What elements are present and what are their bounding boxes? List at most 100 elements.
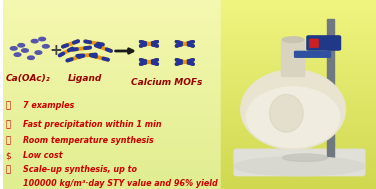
Bar bbox=[3, 186, 221, 187]
Bar bbox=[221, 56, 376, 57]
Bar bbox=[3, 81, 221, 82]
Bar bbox=[3, 120, 221, 121]
Bar bbox=[3, 126, 221, 127]
Bar bbox=[3, 183, 221, 184]
Text: 100000 kg/m³·day STY value and 96% yield: 100000 kg/m³·day STY value and 96% yield bbox=[23, 179, 218, 188]
FancyBboxPatch shape bbox=[310, 39, 318, 47]
Bar bbox=[3, 82, 221, 83]
Bar bbox=[221, 110, 376, 111]
Bar bbox=[3, 129, 221, 130]
Bar bbox=[221, 186, 376, 187]
Text: 7 examples: 7 examples bbox=[23, 101, 74, 110]
Bar bbox=[221, 187, 376, 188]
Bar bbox=[3, 3, 221, 4]
Bar bbox=[3, 103, 221, 104]
Bar bbox=[221, 39, 376, 40]
Bar bbox=[221, 35, 376, 36]
Bar bbox=[221, 179, 376, 180]
Bar bbox=[221, 59, 376, 60]
Bar bbox=[221, 159, 376, 160]
Bar bbox=[3, 135, 221, 136]
Bar bbox=[3, 90, 221, 91]
Bar bbox=[221, 30, 376, 31]
Bar bbox=[221, 142, 376, 143]
Bar bbox=[3, 30, 221, 31]
Bar bbox=[221, 10, 376, 11]
Text: Fast precipitation within 1 min: Fast precipitation within 1 min bbox=[23, 120, 162, 129]
Bar bbox=[221, 0, 376, 1]
Bar bbox=[221, 74, 376, 75]
Bar bbox=[3, 154, 221, 155]
Bar bbox=[3, 42, 221, 43]
Bar bbox=[221, 100, 376, 101]
Circle shape bbox=[39, 37, 45, 41]
Bar bbox=[3, 123, 221, 124]
Bar bbox=[3, 11, 221, 12]
Bar bbox=[221, 32, 376, 33]
Bar bbox=[221, 124, 376, 125]
Bar bbox=[3, 85, 221, 86]
Bar bbox=[221, 79, 376, 80]
Text: 🚀: 🚀 bbox=[6, 166, 11, 174]
Bar bbox=[3, 174, 221, 175]
Bar bbox=[3, 50, 221, 51]
Bar bbox=[221, 107, 376, 108]
Bar bbox=[221, 166, 376, 167]
Bar bbox=[221, 37, 376, 38]
Bar bbox=[221, 138, 376, 139]
Bar bbox=[3, 138, 221, 139]
Bar bbox=[3, 20, 221, 21]
Bar bbox=[221, 87, 376, 88]
Bar bbox=[3, 43, 221, 44]
Bar bbox=[221, 114, 376, 115]
Bar bbox=[221, 18, 376, 19]
Circle shape bbox=[14, 53, 21, 56]
Bar bbox=[3, 66, 221, 67]
Bar bbox=[221, 77, 376, 78]
Bar bbox=[3, 57, 221, 58]
Bar bbox=[3, 188, 221, 189]
Bar bbox=[3, 34, 221, 35]
Bar bbox=[221, 137, 376, 138]
Bar bbox=[3, 22, 221, 23]
Bar bbox=[3, 86, 221, 87]
Bar bbox=[3, 27, 221, 28]
Bar bbox=[3, 145, 221, 146]
Bar bbox=[221, 47, 376, 48]
Bar bbox=[3, 76, 221, 77]
Bar bbox=[221, 90, 376, 91]
Bar bbox=[3, 102, 221, 103]
Bar bbox=[3, 179, 221, 180]
Bar bbox=[3, 131, 221, 132]
Bar bbox=[3, 133, 221, 134]
Bar bbox=[3, 125, 221, 126]
Bar bbox=[221, 81, 376, 82]
Bar bbox=[3, 141, 221, 142]
Bar bbox=[3, 165, 221, 166]
Bar bbox=[3, 157, 221, 158]
Bar bbox=[3, 9, 221, 10]
Bar bbox=[3, 56, 221, 57]
Bar bbox=[3, 139, 221, 140]
Bar bbox=[3, 146, 221, 147]
Bar bbox=[3, 31, 221, 32]
Bar bbox=[221, 155, 376, 156]
Bar bbox=[221, 41, 376, 42]
Bar bbox=[3, 170, 221, 171]
Bar bbox=[221, 126, 376, 127]
Bar bbox=[221, 33, 376, 34]
Bar bbox=[3, 181, 221, 182]
Bar bbox=[3, 5, 221, 6]
Bar bbox=[221, 152, 376, 153]
Bar bbox=[221, 182, 376, 183]
Circle shape bbox=[35, 51, 42, 54]
Bar bbox=[3, 14, 221, 15]
Bar bbox=[3, 101, 221, 102]
Bar bbox=[221, 176, 376, 177]
Bar bbox=[221, 48, 376, 49]
Bar bbox=[221, 164, 376, 165]
Text: $: $ bbox=[6, 151, 11, 160]
Bar bbox=[221, 154, 376, 155]
Bar bbox=[3, 122, 221, 123]
Bar bbox=[221, 69, 376, 70]
